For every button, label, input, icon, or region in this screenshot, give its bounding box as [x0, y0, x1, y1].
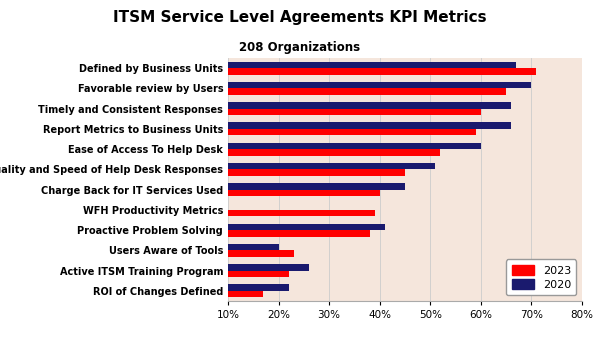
Bar [178, 224, 385, 230]
Bar [178, 284, 289, 291]
Bar [178, 149, 440, 156]
Bar [178, 109, 481, 115]
Bar [178, 82, 532, 89]
Bar [178, 291, 263, 297]
Text: 208 Organizations: 208 Organizations [239, 41, 361, 54]
Bar [178, 102, 511, 109]
Bar [178, 264, 309, 271]
Bar [178, 271, 289, 277]
Bar [178, 183, 405, 190]
Bar [178, 203, 193, 210]
Legend: 2023, 2020: 2023, 2020 [506, 259, 577, 295]
Text: ITSM Service Level Agreements KPI Metrics: ITSM Service Level Agreements KPI Metric… [113, 10, 487, 25]
Bar [178, 89, 506, 95]
Bar [178, 190, 380, 196]
Bar [178, 129, 476, 135]
Bar [178, 230, 370, 237]
Bar [178, 68, 536, 75]
Bar [178, 250, 294, 257]
Bar [178, 163, 436, 169]
Bar [178, 143, 481, 149]
Bar [178, 169, 405, 176]
Bar [178, 122, 511, 129]
Bar [178, 62, 516, 68]
Bar [178, 244, 278, 250]
Bar [178, 210, 374, 216]
